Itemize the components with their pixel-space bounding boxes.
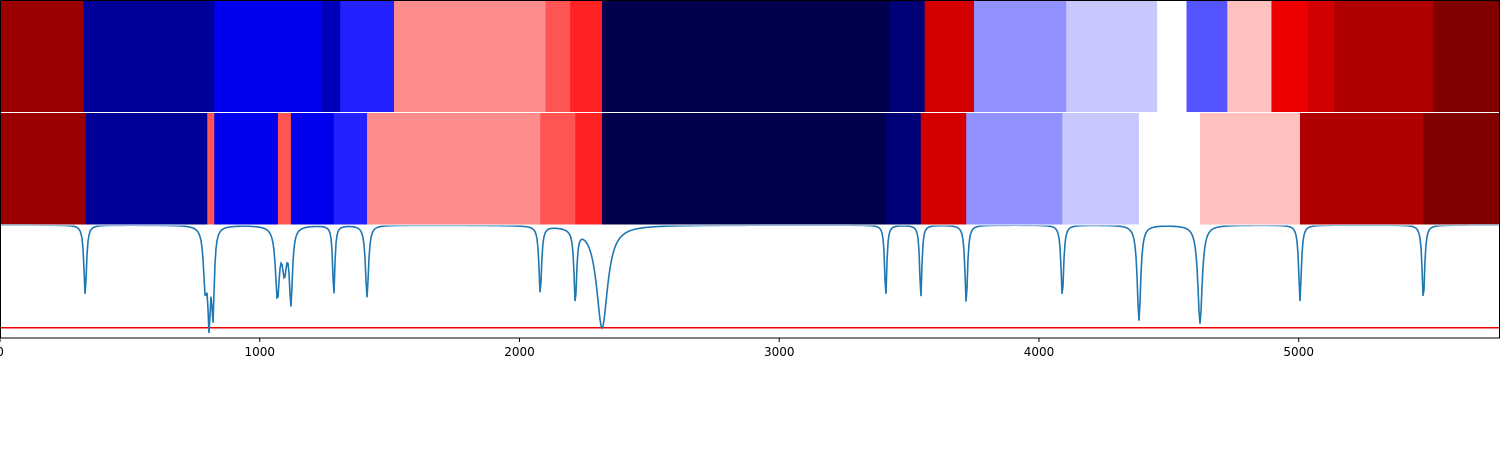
- heatmap-cell: [207, 113, 215, 225]
- heatmap-cell: [1307, 0, 1335, 112]
- x-tick: 4000: [1024, 338, 1055, 359]
- heatmap-cell: [214, 113, 279, 225]
- heatmap-cell: [0, 0, 85, 112]
- heatmap-band-bottom: [0, 113, 1500, 225]
- heatmap-cell: [920, 113, 967, 225]
- heatmap-cell: [602, 0, 891, 112]
- line-panel: [0, 224, 1500, 334]
- heatmap-cell: [340, 0, 395, 112]
- x-tick: 5000: [1283, 338, 1314, 359]
- heatmap-cell: [1433, 0, 1500, 112]
- x-tick: 1000: [244, 338, 275, 359]
- x-tick-label: 5000: [1283, 345, 1314, 359]
- x-tick: 2000: [504, 338, 535, 359]
- heatmap-cell: [83, 0, 215, 112]
- heatmap-cell: [966, 113, 1063, 225]
- heatmap-cell: [1157, 0, 1188, 112]
- heatmap-cell: [367, 113, 541, 225]
- heatmap-cell: [974, 0, 1067, 112]
- heatmap-cell: [545, 0, 571, 112]
- heatmap-cell: [333, 113, 368, 225]
- heatmap-cell: [1271, 0, 1309, 112]
- heatmap-cell: [214, 0, 322, 112]
- heatmap-cell: [1200, 113, 1301, 225]
- heatmap-cell: [889, 0, 926, 112]
- heatmap-cell: [1062, 113, 1140, 225]
- heatmap-cell: [540, 113, 576, 225]
- heatmap-cell: [1066, 0, 1158, 112]
- heatmap-cell: [85, 113, 208, 225]
- heatmap-cell: [1227, 0, 1273, 112]
- heatmap-cell: [924, 0, 975, 112]
- heatmap-band-top: [0, 0, 1500, 112]
- heatmap-cell: [321, 0, 341, 112]
- series-line: [0, 224, 1500, 334]
- heatmap-cell: [1186, 0, 1228, 112]
- heatmap-cell: [1334, 0, 1434, 112]
- x-tick: 0: [0, 338, 4, 359]
- heatmap-cell: [1423, 113, 1500, 225]
- x-tick-label: 2000: [504, 345, 535, 359]
- heatmap-cell: [394, 0, 547, 112]
- x-tick-label: 4000: [1024, 345, 1055, 359]
- heatmap-cell: [0, 113, 87, 225]
- heatmap-cell: [290, 113, 335, 225]
- heatmap-cell: [885, 113, 922, 225]
- x-tick: 3000: [764, 338, 795, 359]
- heatmap-cell: [570, 0, 603, 112]
- x-tick-label: 1000: [244, 345, 275, 359]
- heatmap-cell: [1138, 113, 1201, 225]
- x-tick-label: 0: [0, 345, 4, 359]
- heatmap-cell: [575, 113, 603, 225]
- heatmap-cell: [602, 113, 887, 225]
- x-tick-label: 3000: [764, 345, 795, 359]
- heatmap-cell: [277, 113, 292, 225]
- x-axis: 0 1000 2000 3000 4000 5000: [0, 338, 1314, 359]
- heatmap-cell: [1300, 113, 1424, 225]
